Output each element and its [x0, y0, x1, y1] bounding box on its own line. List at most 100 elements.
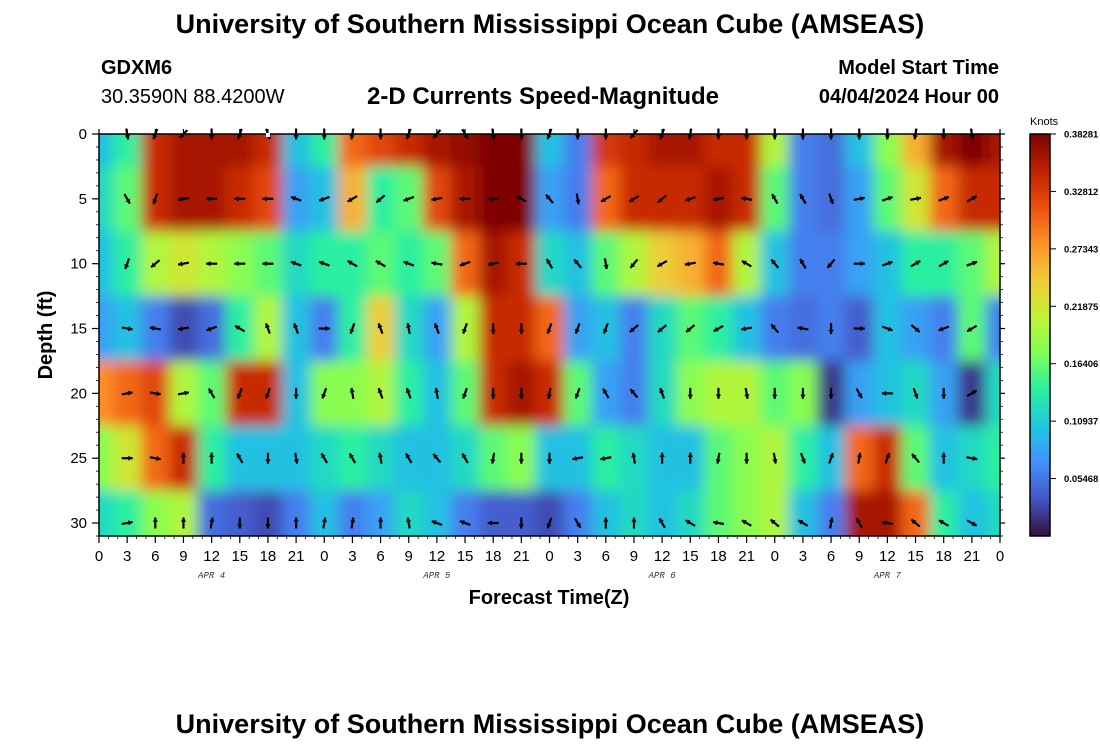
colorbar: Knots 0.38281 0.32812 0.27343 0.21875 0.1640…	[1029, 116, 1099, 537]
heat-cell	[99, 134, 114, 167]
vector-arrow	[405, 517, 412, 529]
heat-cell	[873, 490, 902, 536]
heat-cell	[648, 134, 677, 167]
x-tick-label: 18	[935, 548, 952, 565]
colorbar-label: 0.27343	[1064, 244, 1098, 255]
x-tick-label: 15	[231, 548, 248, 565]
heat-cell	[422, 490, 452, 536]
heat-cell	[422, 134, 452, 167]
x-tick-label: 21	[513, 548, 530, 565]
heat-cell	[788, 490, 818, 536]
heat-cell	[99, 360, 114, 427]
x-tick-label: 18	[260, 548, 277, 565]
vector-arrow	[938, 325, 950, 332]
x-tick-label: 0	[320, 548, 328, 565]
vector-arrow	[910, 259, 921, 268]
vector-arrow	[881, 390, 893, 396]
vector-arrow	[403, 260, 415, 267]
vector-arrow	[881, 260, 893, 267]
x-tick-label: 0	[996, 548, 1004, 565]
vector-arrow	[459, 260, 471, 267]
vector-arrow	[490, 387, 496, 399]
colorbar-label: 0.38281	[1064, 129, 1099, 140]
vector-arrow	[910, 324, 921, 333]
heat-cell	[450, 134, 480, 167]
vector-arrow	[966, 324, 978, 333]
vector-arrow	[209, 517, 215, 529]
date-label: APR 7	[873, 571, 902, 581]
vector-arrow	[966, 195, 978, 203]
vector-arrow	[770, 258, 780, 269]
vector-arrow	[320, 452, 328, 464]
colorbar-label: 0.32812	[1064, 187, 1098, 198]
vector-arrow	[603, 258, 609, 270]
vector-arrow	[771, 193, 779, 205]
x-tick-label: 9	[405, 548, 413, 565]
vector-arrow	[293, 452, 299, 464]
x-tick-label: 0	[771, 548, 779, 565]
vector-arrow	[629, 258, 639, 269]
vector-arrow	[572, 455, 584, 461]
vector-arrow	[881, 195, 893, 202]
heat-cell	[99, 490, 114, 536]
vector-arrow	[206, 196, 218, 202]
vector-arrow	[799, 258, 807, 269]
vector-arrow	[741, 519, 752, 527]
vector-arrow	[490, 452, 496, 464]
vector-arrow	[881, 520, 893, 526]
y-axis: 0 5 10 15 20 25 30	[70, 126, 1005, 537]
heat-cell	[113, 490, 142, 536]
x-tick-label: 9	[855, 548, 863, 565]
vector-arrow	[377, 387, 384, 399]
vector-arrow	[855, 388, 863, 399]
vector-arrow	[290, 260, 302, 267]
vector-arrow	[712, 196, 725, 202]
x-tick-label: 15	[907, 548, 924, 565]
heat-cell	[338, 134, 367, 167]
vector-arrow	[487, 261, 499, 267]
vector-arrow	[177, 261, 190, 267]
vector-arrow	[180, 517, 187, 529]
heat-cell	[760, 490, 790, 536]
vector-arrow	[321, 517, 328, 529]
vector-arrow	[966, 260, 978, 267]
y-tick-label: 30	[70, 515, 87, 532]
vector-arrow	[600, 455, 612, 461]
vector-arrow	[349, 322, 356, 335]
vector-arrow	[856, 452, 863, 464]
colorbar-scale	[1029, 133, 1051, 537]
y-tick-label: 5	[79, 191, 87, 208]
vector-arrow	[434, 387, 440, 399]
x-axis-title: Forecast Time(Z)	[469, 587, 630, 609]
heat-cell	[394, 134, 424, 167]
vector-arrow	[772, 387, 778, 399]
vector-arrow	[518, 323, 524, 335]
vector-arrow	[121, 520, 133, 526]
colorbar-label: 0.21875	[1064, 302, 1099, 313]
heat-cell	[535, 134, 565, 167]
x-tick-label: 15	[682, 548, 699, 565]
x-tick-label: 3	[573, 548, 581, 565]
vector-arrow	[290, 195, 302, 202]
vector-arrow	[772, 452, 778, 464]
vector-arrow	[938, 519, 950, 527]
vector-arrow	[350, 517, 356, 529]
vector-arrow	[713, 324, 724, 333]
vector-arrow	[912, 387, 919, 399]
vector-arrow	[657, 324, 668, 333]
heat-cell	[225, 134, 255, 167]
vector-arrow	[433, 322, 440, 335]
vector-arrow	[123, 193, 131, 205]
vector-arrow	[121, 455, 133, 461]
vector-arrow	[318, 260, 330, 267]
vector-arrow	[177, 326, 190, 332]
vector-arrow	[207, 388, 216, 399]
vector-arrow	[602, 388, 610, 399]
vector-arrow	[740, 196, 753, 202]
heat-cell	[338, 490, 367, 536]
model-start-value: 04/04/2024 Hour 00	[818, 86, 999, 108]
heat-cell	[479, 490, 508, 536]
vector-arrow	[177, 196, 190, 202]
vector-arrow	[121, 326, 133, 332]
x-tick-label: 6	[376, 548, 384, 565]
